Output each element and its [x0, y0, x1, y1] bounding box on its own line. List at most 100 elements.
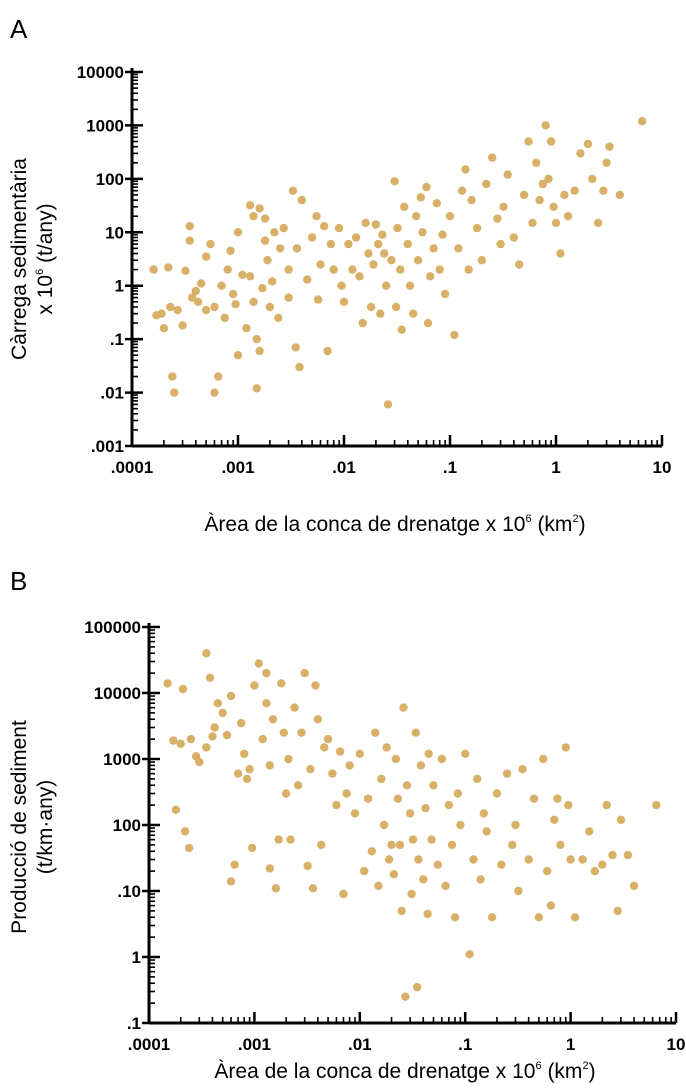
data-point	[166, 303, 174, 311]
data-point	[240, 750, 248, 758]
data-point	[367, 303, 375, 311]
y-axis-label-line1: Producció de sediment	[8, 720, 31, 934]
data-point	[476, 875, 484, 883]
data-point	[608, 851, 616, 859]
data-point	[348, 265, 356, 273]
x-tick-label: .001	[238, 1035, 271, 1054]
data-point	[206, 674, 214, 682]
data-point	[424, 750, 432, 758]
data-point	[423, 910, 431, 918]
y-tick-label: .10	[117, 882, 141, 901]
data-point	[301, 669, 309, 677]
panel-a-scatter-chart: A .0001 .001 .01 .1 1 10 .001 .01 .1 1 10 100 1000 100…	[8, 14, 671, 536]
data-point	[390, 870, 398, 878]
data-point	[387, 256, 395, 264]
data-point	[556, 841, 564, 849]
data-point	[253, 384, 261, 392]
data-point	[524, 137, 532, 145]
data-point	[172, 806, 180, 814]
data-point	[652, 801, 660, 809]
data-point	[520, 191, 528, 199]
data-point	[374, 240, 382, 248]
data-point	[243, 775, 251, 783]
data-point	[284, 293, 292, 301]
data-point	[178, 321, 186, 329]
data-point	[638, 117, 646, 125]
data-point	[181, 267, 189, 275]
data-point	[488, 153, 496, 161]
data-point	[206, 240, 214, 248]
data-point	[234, 228, 242, 236]
data-point	[234, 351, 242, 359]
data-point	[417, 193, 425, 201]
data-point	[578, 855, 586, 863]
data-point	[436, 265, 444, 273]
data-point	[419, 875, 427, 883]
data-point	[263, 256, 271, 264]
data-point	[249, 298, 257, 306]
data-point	[364, 249, 372, 257]
data-point	[422, 183, 430, 191]
data-point	[396, 265, 404, 273]
data-point	[421, 804, 429, 812]
data-point	[226, 247, 234, 255]
data-point	[412, 729, 420, 737]
data-point	[186, 236, 194, 244]
data-point	[392, 755, 400, 763]
data-point	[360, 867, 368, 875]
data-point	[427, 835, 435, 843]
data-point	[424, 319, 432, 327]
data-point	[535, 913, 543, 921]
data-point	[286, 835, 294, 843]
data-point	[351, 809, 359, 817]
data-point	[359, 319, 367, 327]
data-point	[372, 220, 380, 228]
data-point	[170, 388, 178, 396]
data-point	[324, 735, 332, 743]
data-point	[266, 864, 274, 872]
x-tick-label: .01	[348, 1035, 372, 1054]
data-point	[268, 277, 276, 285]
y-tick-label: 100000	[84, 618, 141, 637]
data-point	[564, 801, 572, 809]
data-point	[330, 265, 338, 273]
data-point	[272, 884, 280, 892]
data-point	[275, 835, 283, 843]
data-point	[340, 298, 348, 306]
data-point	[602, 159, 610, 167]
data-point	[258, 284, 266, 292]
data-point	[328, 769, 336, 777]
data-point	[393, 224, 401, 232]
data-point	[246, 272, 254, 280]
data-point	[342, 789, 350, 797]
data-point	[309, 884, 317, 892]
data-point	[195, 758, 203, 766]
data-point	[518, 765, 526, 773]
data-point	[371, 729, 379, 737]
data-point	[308, 233, 316, 241]
data-point	[562, 743, 570, 751]
data-point	[356, 750, 364, 758]
data-point	[409, 835, 417, 843]
data-point	[255, 347, 263, 355]
data-point	[469, 855, 477, 863]
data-point	[585, 827, 593, 835]
data-point	[539, 755, 547, 763]
data-point	[445, 801, 453, 809]
data-point	[467, 196, 475, 204]
panel-letter: B	[10, 566, 27, 596]
data-point	[576, 149, 584, 157]
data-point	[177, 740, 185, 748]
data-point	[337, 282, 345, 290]
data-point	[448, 841, 456, 849]
data-point	[261, 236, 269, 244]
data-point	[543, 867, 551, 875]
data-point	[571, 913, 579, 921]
y-tick-label: .1	[110, 330, 124, 349]
x-tick-label: 10	[667, 1035, 686, 1054]
data-point	[284, 265, 292, 273]
data-point	[401, 993, 409, 1001]
data-point	[163, 679, 171, 687]
data-point	[202, 252, 210, 260]
data-point	[398, 326, 406, 334]
